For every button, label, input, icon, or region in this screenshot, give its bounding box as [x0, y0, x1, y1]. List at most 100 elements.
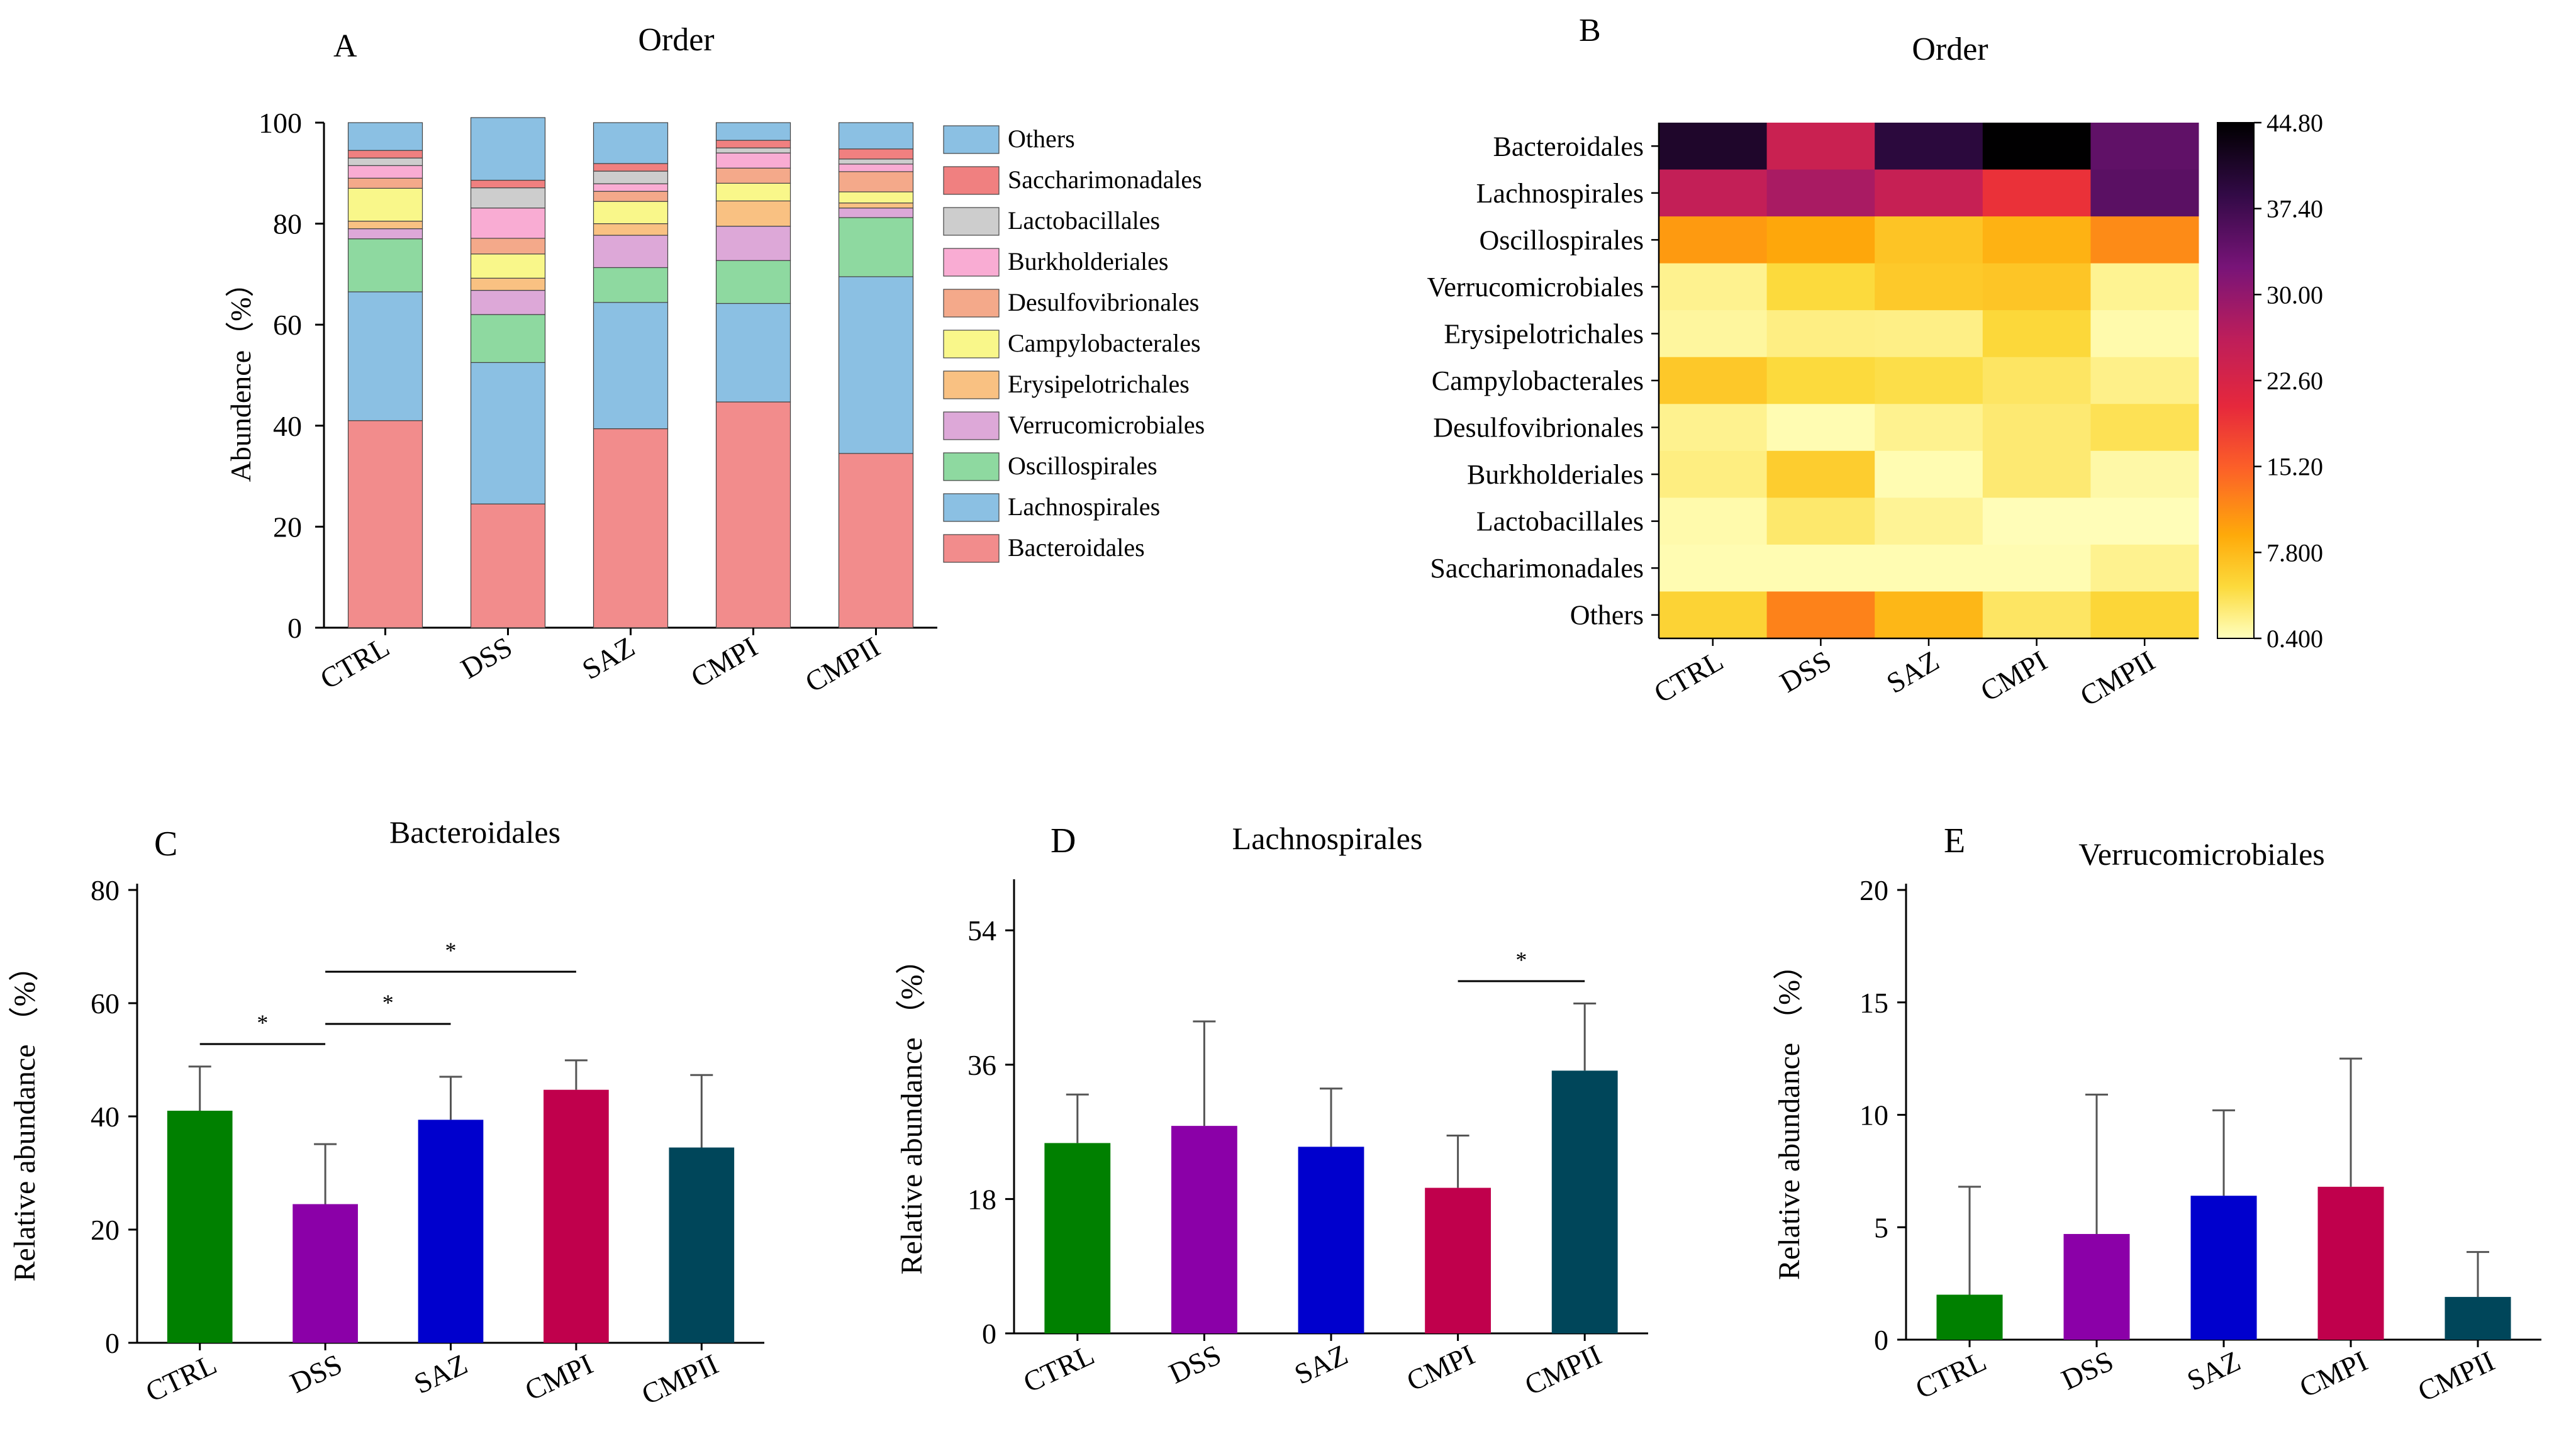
- y-tick-label: 15: [1860, 987, 1888, 1019]
- stacked-segment-burkholderiales: [470, 208, 546, 239]
- stacked-segment-lactobacillales: [593, 170, 669, 184]
- y-tick-label: 0: [105, 1327, 120, 1359]
- heatmap-cell: [1659, 357, 1768, 404]
- row-label-desulfovibrionales: Desulfovibrionales: [1433, 413, 1644, 443]
- row-label-saccharimonadales: Saccharimonadales: [1430, 553, 1644, 584]
- heatmap-cell: [1659, 450, 1768, 498]
- bar-dss: [293, 1204, 358, 1343]
- row-label-others: Others: [1570, 600, 1644, 631]
- heatmap-cell: [1766, 450, 1875, 498]
- x-tick-label: CTRL: [1018, 1338, 1099, 1399]
- panel-d-title: Lachnospirales: [1232, 821, 1423, 856]
- bar-ctrl: [167, 1111, 233, 1343]
- heatmap-cell: [1766, 357, 1875, 404]
- heatmap-cell: [2090, 310, 2199, 358]
- stacked-segment-lachnospirales: [470, 362, 546, 504]
- bar-cmpi: [2317, 1186, 2384, 1340]
- stacked-segment-erysipelotrichales: [715, 200, 791, 227]
- legend-label-oscillospirales: Oscillospirales: [1008, 452, 1157, 480]
- stacked-segment-oscillospirales: [470, 314, 546, 364]
- stacked-segment-others: [838, 122, 914, 150]
- heatmap-cell: [2090, 216, 2199, 264]
- legend-label-others: Others: [1008, 125, 1075, 153]
- heatmap-cell: [1659, 263, 1768, 311]
- row-label-oscillospirales: Oscillospirales: [1479, 225, 1644, 255]
- heatmap-cell: [1982, 216, 2091, 264]
- heatmap-cell: [1982, 544, 2091, 592]
- panel-c-letter: C: [154, 825, 177, 864]
- significance-star: *: [382, 990, 394, 1015]
- panel-b-letter: B: [1579, 13, 1601, 48]
- stacked-segment-burkholderiales: [593, 183, 669, 192]
- stacked-segment-others: [593, 122, 669, 164]
- significance-star: *: [257, 1010, 268, 1035]
- heatmap-cell: [1875, 263, 1983, 311]
- heatmap-cell: [2090, 123, 2199, 170]
- heatmap-cell: [1766, 263, 1875, 311]
- y-tick-label: 40: [273, 410, 302, 442]
- legend-swatch-bacteroidales: [943, 534, 1000, 563]
- heatmap-cell: [1766, 123, 1875, 170]
- y-tick-label: 36: [967, 1049, 996, 1081]
- legend-label-burkholderiales: Burkholderiales: [1008, 247, 1169, 275]
- legend-swatch-saccharimonadales: [943, 166, 1000, 195]
- row-label-campylobacterales: Campylobacterales: [1432, 365, 1644, 396]
- heatmap-cell: [1982, 450, 2091, 498]
- heatmap-cell: [2090, 450, 2199, 498]
- stacked-segment-saccharimonadales: [347, 150, 423, 158]
- stacked-segment-burkholderiales: [347, 165, 423, 179]
- bar-saz: [418, 1120, 484, 1343]
- stacked-segment-burkholderiales: [838, 164, 914, 172]
- y-tick-label: 60: [273, 309, 302, 341]
- stacked-segment-verrucomicrobiales: [593, 235, 669, 269]
- col-label-cmpi: CMPI: [1975, 644, 2053, 707]
- colorbar-tick-label: 22.60: [2267, 367, 2323, 395]
- stacked-segment-burkholderiales: [715, 152, 791, 169]
- stacked-segment-verrucomicrobiales: [347, 228, 423, 240]
- stacked-segment-bacteroidales: [470, 503, 546, 628]
- y-axis-label: Relative abundance （%）: [1773, 950, 1806, 1280]
- y-tick-label: 80: [91, 874, 120, 906]
- panel-b: B Order Bacteroidales Lachnospirales Oscil…: [1427, 13, 2323, 713]
- heatmap-cell: [1659, 310, 1768, 358]
- row-label-erysipelotrichales: Erysipelotrichales: [1444, 318, 1644, 349]
- row-label-lactobacillales: Lactobacillales: [1476, 506, 1644, 537]
- x-tick-label: CTRL: [141, 1348, 221, 1408]
- stacked-segment-lachnospirales: [593, 302, 669, 430]
- heatmap-cell: [2090, 169, 2199, 217]
- y-tick-label: 0: [982, 1318, 996, 1350]
- legend-swatch-campylobacterales: [943, 330, 1000, 358]
- y-axis-label: Abundence（%）: [225, 269, 257, 482]
- legend-swatch-erysipelotrichales: [943, 370, 1000, 399]
- panel-e-letter: E: [1944, 821, 1965, 860]
- bar-saz: [2190, 1196, 2257, 1340]
- legend-swatch-desulfovibrionales: [943, 289, 1000, 318]
- x-tick-label: SAZ: [409, 1348, 472, 1400]
- y-tick-label: 0: [287, 612, 302, 644]
- stacked-segment-bacteroidales: [715, 401, 791, 628]
- stacked-segment-erysipelotrichales: [838, 203, 914, 209]
- stacked-segment-saccharimonadales: [838, 148, 914, 160]
- row-label-verrucomicrobiales: Verrucomicrobiales: [1427, 272, 1644, 303]
- y-tick-label: 54: [967, 914, 996, 947]
- stacked-segment-lactobacillales: [347, 157, 423, 166]
- stacked-segment-others: [715, 122, 791, 141]
- x-tick-label: CTRL: [315, 630, 394, 695]
- x-tick-label: DSS: [455, 630, 518, 684]
- heatmap-cell: [1875, 310, 1983, 358]
- stacked-segment-bacteroidales: [347, 420, 423, 628]
- stacked-segment-campylobacterales: [470, 253, 546, 279]
- bar-ctrl: [1044, 1143, 1111, 1333]
- col-label-dss: DSS: [1775, 644, 1837, 698]
- heatmap-cell: [1875, 591, 1983, 639]
- bar-cmpi: [1425, 1187, 1492, 1333]
- heatmap-cell: [2090, 357, 2199, 404]
- stacked-segment-erysipelotrichales: [347, 220, 423, 230]
- x-tick-label: CMPII: [637, 1348, 723, 1411]
- x-tick-label: CMPII: [2413, 1345, 2499, 1408]
- x-tick-label: CMPI: [2295, 1345, 2372, 1404]
- heatmap-cell: [1982, 357, 2091, 404]
- heatmap-cell: [1982, 123, 2091, 170]
- stacked-segment-campylobacterales: [838, 191, 914, 204]
- heatmap-cell: [1875, 123, 1983, 170]
